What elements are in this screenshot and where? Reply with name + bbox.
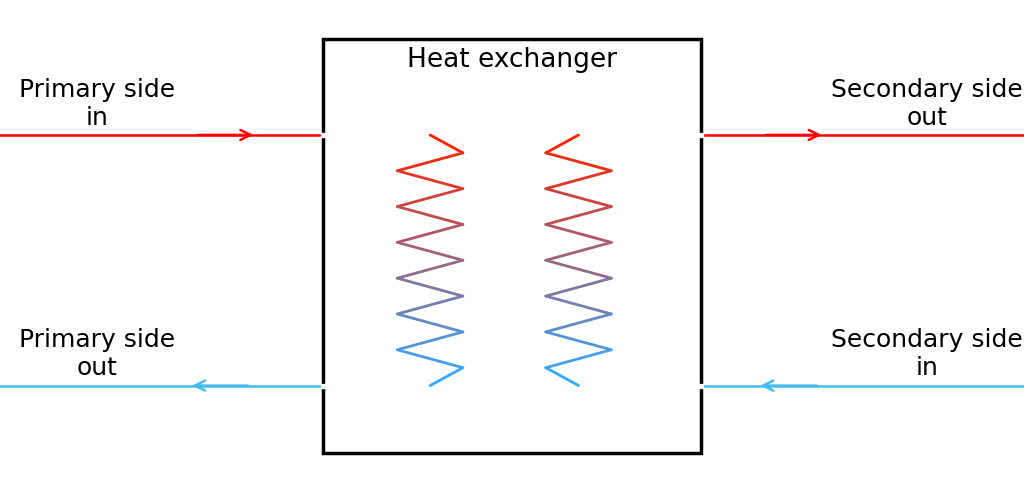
Text: Secondary side
out: Secondary side out: [830, 78, 1023, 130]
Text: Secondary side
in: Secondary side in: [830, 328, 1023, 380]
Bar: [323, 39, 701, 453]
Text: Heat exchanger: Heat exchanger: [407, 47, 617, 73]
Text: Primary side
out: Primary side out: [19, 328, 175, 380]
Text: Primary side
in: Primary side in: [19, 78, 175, 130]
